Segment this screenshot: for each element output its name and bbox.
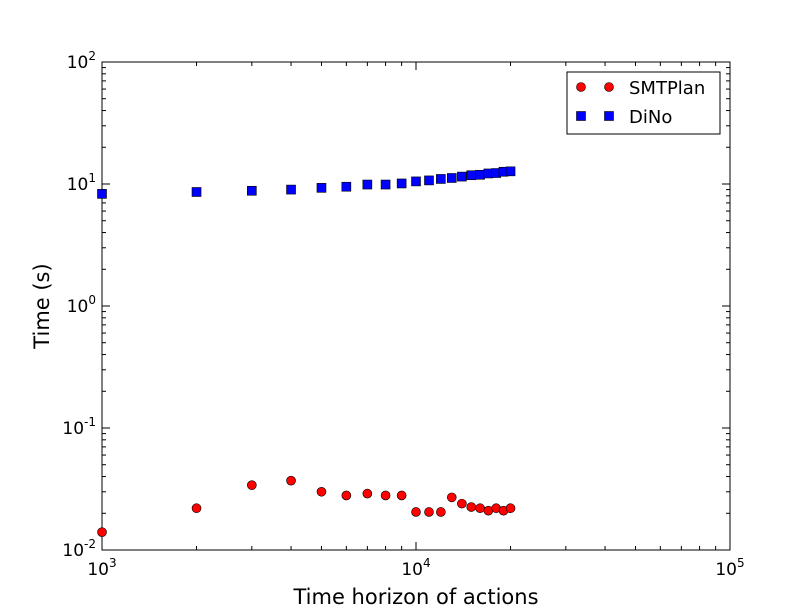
legend-marker-smtplan — [604, 82, 614, 92]
legend: SMTPlan DiNo — [566, 71, 721, 135]
point-dino — [362, 179, 373, 190]
point-dino — [380, 179, 391, 190]
point-dino — [191, 187, 202, 197]
axis-ticks: 103 104 105 10-2 10-1 100 101 102 — [62, 49, 744, 580]
y-tick-label: 101 — [67, 171, 96, 195]
point-dino — [436, 174, 446, 184]
legend-marker-dino — [604, 111, 614, 121]
y-axis-title: Time (s) — [30, 263, 54, 349]
point-smtplan — [466, 502, 477, 512]
legend-box — [566, 71, 721, 135]
data-marks — [97, 166, 516, 537]
point-smtplan — [362, 488, 373, 499]
point-smtplan — [97, 527, 107, 537]
point-smtplan — [436, 507, 446, 517]
point-smtplan — [380, 490, 391, 501]
y-tick-label: 102 — [67, 49, 96, 73]
point-smtplan — [457, 498, 467, 509]
y-tick-label: 10-2 — [62, 537, 96, 561]
x-axis-title: Time horizon of actions — [292, 585, 538, 609]
point-dino — [97, 189, 107, 199]
point-smtplan — [341, 490, 352, 501]
point-dino — [396, 178, 407, 189]
legend-label-dino: DiNo — [629, 107, 672, 128]
point-dino — [457, 171, 467, 182]
point-dino — [286, 184, 296, 195]
point-smtplan — [411, 507, 421, 517]
point-dino — [341, 181, 352, 192]
point-dino — [411, 176, 421, 187]
point-dino — [466, 170, 477, 181]
point-dino — [505, 166, 516, 177]
x-tick-label: 103 — [87, 556, 116, 580]
legend-marker-dino — [576, 111, 586, 121]
point-dino — [475, 169, 485, 180]
legend-marker-smtplan — [576, 82, 586, 92]
point-smtplan — [475, 503, 485, 514]
point-smtplan — [424, 507, 434, 517]
x-tick-label: 105 — [715, 556, 744, 580]
point-smtplan — [446, 492, 457, 503]
plot-frame — [101, 61, 731, 551]
point-smtplan — [191, 503, 202, 514]
legend-label-smtplan: SMTPlan — [629, 78, 705, 99]
x-tick-label: 104 — [401, 556, 430, 580]
point-dino — [446, 173, 457, 183]
point-dino — [424, 175, 434, 186]
point-dino — [247, 185, 257, 196]
point-smtplan — [505, 503, 516, 514]
point-smtplan — [316, 486, 327, 497]
point-smtplan — [396, 490, 407, 501]
y-tick-label: 10-1 — [62, 415, 96, 439]
y-tick-label: 100 — [67, 293, 96, 317]
point-smtplan — [286, 475, 296, 486]
point-dino — [316, 183, 327, 193]
point-smtplan — [247, 480, 257, 490]
